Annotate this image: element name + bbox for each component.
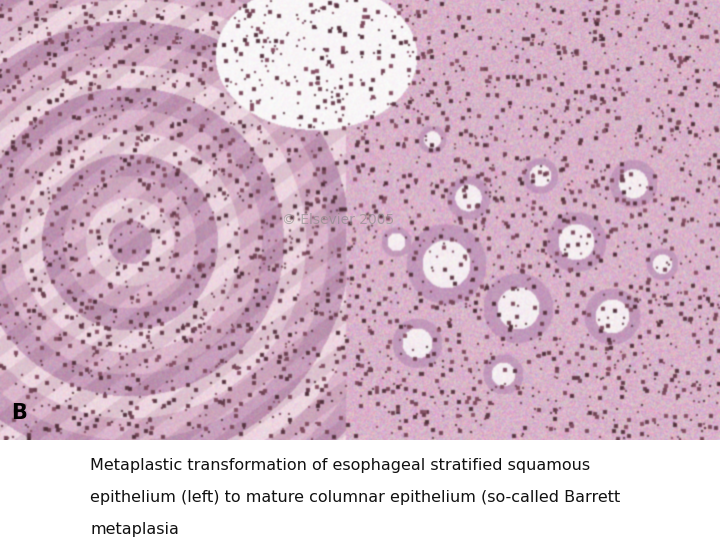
Text: epithelium (​left​) to mature columnar epithelium (so-called Barrett: epithelium (​left​) to mature columnar e…	[90, 490, 620, 505]
Text: metaplasia: metaplasia	[90, 522, 179, 537]
Text: Metaplastic transformation of esophageal stratified squamous: Metaplastic transformation of esophageal…	[90, 458, 590, 473]
Text: © Elsevier 2005: © Elsevier 2005	[282, 213, 395, 227]
Text: B: B	[12, 403, 27, 423]
